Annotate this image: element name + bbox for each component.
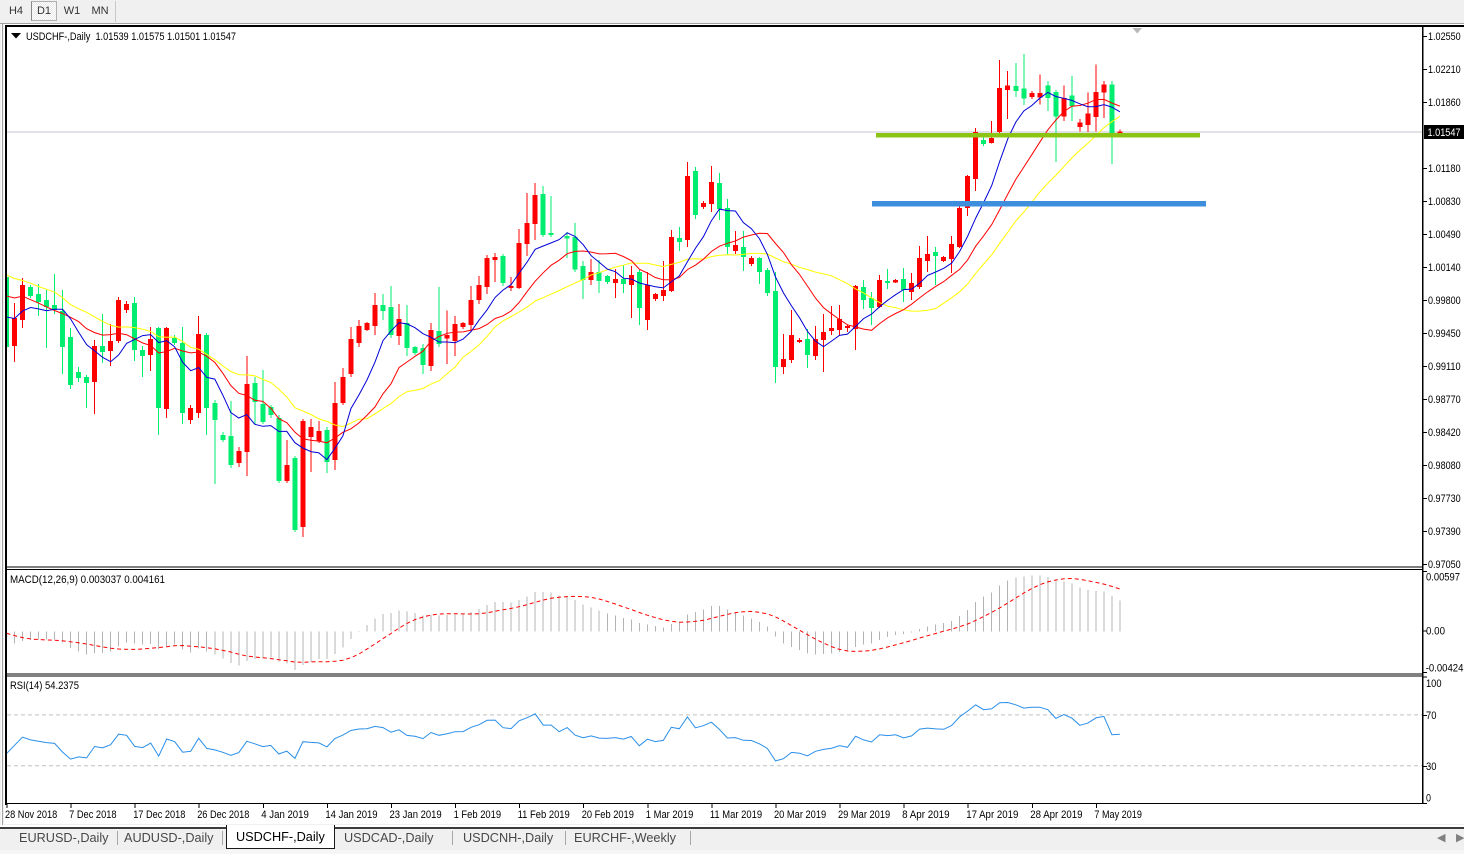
svg-text:7 May 2019: 7 May 2019 <box>1094 809 1142 821</box>
svg-text:28 Nov 2018: 28 Nov 2018 <box>5 809 57 821</box>
svg-text:7 Dec 2018: 7 Dec 2018 <box>69 809 117 821</box>
svg-text:1 Feb 2019: 1 Feb 2019 <box>454 809 502 821</box>
svg-text:0.98770: 0.98770 <box>1428 394 1461 406</box>
svg-text:0: 0 <box>1426 793 1431 805</box>
svg-text:0.98420: 0.98420 <box>1428 427 1461 439</box>
svg-text:1.00140: 1.00140 <box>1428 262 1461 274</box>
svg-text:1.01180: 1.01180 <box>1428 163 1461 175</box>
svg-text:0.97390: 0.97390 <box>1428 526 1461 538</box>
svg-text:1 Mar 2019: 1 Mar 2019 <box>646 809 694 821</box>
svg-text:1.00490: 1.00490 <box>1428 229 1461 241</box>
svg-text:20 Feb 2019: 20 Feb 2019 <box>582 809 634 821</box>
svg-text:30: 30 <box>1426 761 1437 773</box>
svg-text:1.01547: 1.01547 <box>1428 127 1461 139</box>
svg-text:-0.00424: -0.00424 <box>1426 663 1464 675</box>
svg-text:0.97050: 0.97050 <box>1428 559 1461 571</box>
svg-text:14 Jan 2019: 14 Jan 2019 <box>325 809 377 821</box>
svg-text:8 Apr 2019: 8 Apr 2019 <box>902 809 950 821</box>
svg-text:11 Mar 2019: 11 Mar 2019 <box>710 809 762 821</box>
svg-text:17 Apr 2019: 17 Apr 2019 <box>966 809 1018 821</box>
svg-text:23 Jan 2019: 23 Jan 2019 <box>390 809 442 821</box>
svg-text:RSI(14) 54.2375: RSI(14) 54.2375 <box>10 680 79 692</box>
svg-text:28 Apr 2019: 28 Apr 2019 <box>1030 809 1082 821</box>
svg-text:11 Feb 2019: 11 Feb 2019 <box>518 809 570 821</box>
svg-text:1.01860: 1.01860 <box>1428 97 1461 109</box>
svg-text:0.99450: 0.99450 <box>1428 328 1461 340</box>
svg-text:0.99800: 0.99800 <box>1428 295 1461 307</box>
svg-text:0.98080: 0.98080 <box>1428 460 1461 472</box>
svg-text:0.00597: 0.00597 <box>1426 572 1460 584</box>
svg-text:1.02210: 1.02210 <box>1428 64 1461 76</box>
svg-text:0.00: 0.00 <box>1426 626 1445 638</box>
svg-text:70: 70 <box>1426 710 1437 722</box>
svg-text:MACD(12,26,9) 0.003037 0.00416: MACD(12,26,9) 0.003037 0.004161 <box>10 574 165 586</box>
svg-text:0.97730: 0.97730 <box>1428 493 1461 505</box>
svg-text:1.02550: 1.02550 <box>1428 31 1461 43</box>
svg-text:100: 100 <box>1426 678 1442 690</box>
svg-text:1.00830: 1.00830 <box>1428 196 1461 208</box>
svg-text:20 Mar 2019: 20 Mar 2019 <box>774 809 826 821</box>
svg-text:4 Jan 2019: 4 Jan 2019 <box>261 809 309 821</box>
svg-text:26 Dec 2018: 26 Dec 2018 <box>197 809 249 821</box>
svg-text:29 Mar 2019: 29 Mar 2019 <box>838 809 890 821</box>
svg-text:0.99110: 0.99110 <box>1428 361 1461 373</box>
svg-text:USDCHF-,Daily 1.01539 1.01575: USDCHF-,Daily 1.01539 1.01575 1.01501 1.… <box>26 31 236 43</box>
svg-text:17 Dec 2018: 17 Dec 2018 <box>133 809 185 821</box>
